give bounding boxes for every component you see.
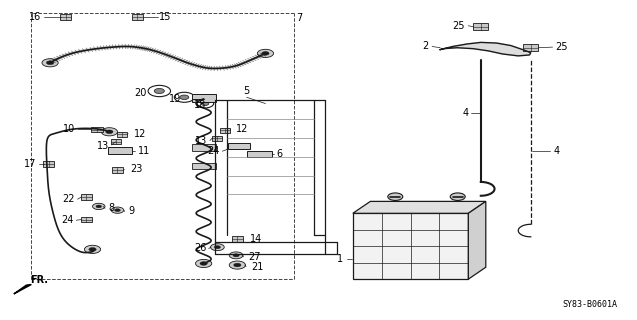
Circle shape — [200, 262, 207, 265]
Polygon shape — [14, 284, 31, 294]
Circle shape — [201, 101, 209, 106]
Circle shape — [111, 207, 124, 213]
Circle shape — [89, 248, 96, 251]
Polygon shape — [112, 167, 123, 173]
Text: 23: 23 — [130, 164, 142, 174]
Polygon shape — [81, 217, 92, 222]
Circle shape — [210, 244, 224, 251]
Circle shape — [180, 95, 189, 100]
Bar — [192, 94, 216, 102]
Text: 26: 26 — [194, 244, 206, 253]
Text: 22: 22 — [62, 194, 75, 204]
Polygon shape — [468, 201, 486, 279]
Bar — [247, 151, 271, 157]
Bar — [192, 144, 216, 151]
Text: 12: 12 — [236, 124, 248, 134]
Circle shape — [233, 254, 239, 257]
Text: 18: 18 — [194, 100, 206, 110]
Text: 24: 24 — [61, 215, 74, 225]
Text: 14: 14 — [250, 234, 262, 244]
Circle shape — [229, 252, 243, 259]
Text: 5: 5 — [243, 86, 250, 96]
Text: 9: 9 — [129, 206, 135, 216]
Circle shape — [101, 128, 117, 136]
Text: 13: 13 — [195, 136, 208, 146]
Circle shape — [96, 205, 101, 208]
Text: 6: 6 — [276, 149, 282, 159]
Text: 8: 8 — [108, 203, 114, 213]
Text: 15: 15 — [159, 12, 172, 22]
Polygon shape — [111, 139, 120, 144]
Text: 11: 11 — [138, 146, 150, 156]
Text: 4: 4 — [553, 146, 559, 156]
Circle shape — [84, 245, 101, 253]
Text: 7: 7 — [297, 12, 303, 23]
Text: 12: 12 — [134, 129, 147, 139]
Circle shape — [234, 263, 241, 267]
Circle shape — [229, 261, 245, 269]
Polygon shape — [523, 44, 538, 52]
Polygon shape — [43, 161, 54, 167]
Text: 19: 19 — [169, 94, 181, 104]
Polygon shape — [91, 127, 103, 132]
Text: 21: 21 — [251, 262, 264, 272]
Polygon shape — [473, 23, 489, 30]
Text: 17: 17 — [24, 159, 36, 169]
Text: 20: 20 — [134, 88, 147, 98]
Circle shape — [196, 260, 211, 268]
Circle shape — [115, 209, 120, 212]
Polygon shape — [60, 14, 71, 20]
Text: 13: 13 — [96, 140, 109, 151]
Bar — [108, 148, 132, 154]
Polygon shape — [220, 128, 230, 133]
Circle shape — [106, 130, 113, 134]
Text: 4: 4 — [462, 108, 468, 118]
Text: 16: 16 — [29, 12, 41, 22]
Polygon shape — [117, 132, 127, 137]
Text: 10: 10 — [63, 124, 75, 134]
Circle shape — [92, 203, 105, 210]
Circle shape — [154, 88, 164, 93]
Circle shape — [450, 193, 465, 200]
Polygon shape — [232, 236, 243, 242]
Circle shape — [257, 49, 273, 58]
Polygon shape — [353, 201, 486, 213]
Polygon shape — [132, 14, 143, 20]
Polygon shape — [81, 194, 92, 200]
Bar — [228, 143, 250, 149]
Bar — [192, 163, 216, 169]
Circle shape — [47, 61, 54, 65]
Text: 25: 25 — [453, 21, 465, 31]
Text: 27: 27 — [248, 252, 261, 261]
Text: 1: 1 — [338, 254, 343, 264]
Circle shape — [262, 52, 269, 55]
Polygon shape — [353, 213, 468, 279]
Circle shape — [214, 246, 220, 249]
Polygon shape — [440, 42, 531, 56]
Text: SY83-B0601A: SY83-B0601A — [562, 300, 617, 309]
Text: 25: 25 — [555, 42, 568, 52]
Text: 2: 2 — [423, 42, 429, 52]
Circle shape — [42, 59, 58, 67]
Circle shape — [388, 193, 403, 200]
Polygon shape — [212, 136, 222, 140]
Text: 24: 24 — [208, 146, 220, 156]
Text: FR.: FR. — [30, 275, 48, 285]
